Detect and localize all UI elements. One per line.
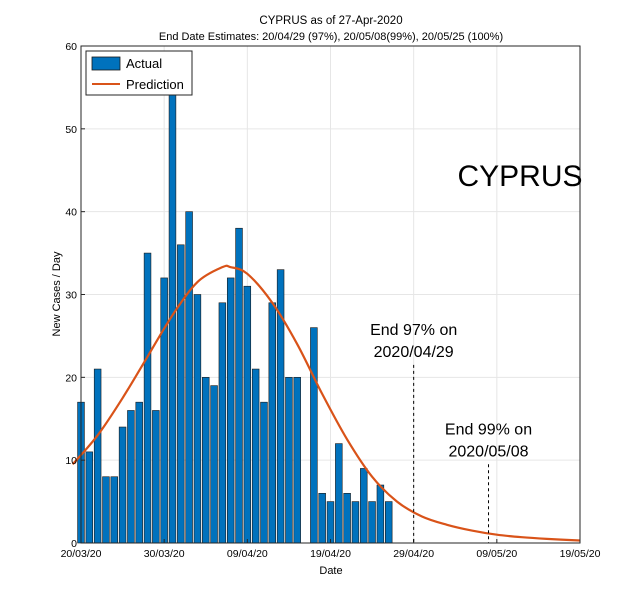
x-tick-label: 29/04/20 [393,548,434,560]
actual-bar [368,501,376,544]
x-axis-label: Date [319,565,342,577]
y-tick-label: 50 [65,124,77,136]
actual-bar [260,401,268,544]
legend-label-actual: Actual [126,56,162,71]
actual-bar [218,302,227,544]
actual-bar [326,501,335,544]
actual-bar [376,484,385,544]
actual-bars [77,87,393,544]
y-tick-label: 30 [65,290,77,302]
annotations: End 97% on 2020/04/29 End 99% on 2020/05/08 [370,322,532,543]
actual-bar [343,492,351,544]
actual-bar [118,426,127,544]
x-tick-label: 20/03/20 [61,548,102,560]
prediction-line [71,264,581,542]
actual-bar [251,368,260,544]
legend-label-prediction: Prediction [126,77,184,92]
prediction-series [71,264,581,542]
actual-bar [193,294,202,544]
annotation-text-line1: End 97% on [370,322,457,339]
actual-bar [226,277,235,544]
actual-bar [243,285,252,544]
y-tick-label: 60 [65,41,77,53]
x-tick-label: 30/03/20 [144,548,185,560]
x-tick-label: 09/04/20 [227,548,268,560]
x-tick-label: 19/05/20 [560,548,601,560]
actual-bar [235,227,243,544]
actual-bar [110,476,118,544]
actual-bar [293,377,301,544]
y-tick-label: 40 [65,207,77,219]
actual-bar [177,244,185,544]
actual-bar [102,476,110,544]
actual-bar [335,443,343,544]
actual-bar [93,368,102,544]
actual-bar [135,401,143,544]
legend-swatch-actual [91,56,121,71]
actual-bar [202,377,210,544]
actual-bar [310,327,318,544]
annotation-text-line1: End 99% on [445,421,532,438]
y-tick-label: 10 [65,455,77,467]
actual-bar [152,410,160,544]
y-tick-label: 0 [71,538,77,550]
y-axis-label: New Cases / Day [51,251,63,336]
axes: 0 10 20 30 40 50 60 20/03/20 30/03/20 09/04/20 19/… [61,41,601,560]
actual-bar [268,302,276,544]
legend: Actual Prediction [85,50,193,96]
actual-bar [85,451,94,544]
actual-bar [360,468,368,544]
actual-bar [351,501,360,544]
chart-title: CYPRUS as of 27-Apr-2020 [259,15,402,27]
actual-bar [127,410,135,544]
actual-bar [185,211,193,544]
actual-bar [143,252,152,544]
x-tick-label: 09/05/20 [476,548,517,560]
actual-bar [160,277,168,544]
annotation-text-line2: 2020/05/08 [448,443,528,460]
actual-bar [385,501,393,544]
annotation-text-line2: 2020/04/29 [374,344,454,361]
y-tick-label: 20 [65,372,77,384]
country-label: CYPRUS [457,160,582,193]
x-tick-label: 19/04/20 [310,548,351,560]
actual-bar [210,385,218,544]
chart-subtitle: End Date Estimates: 20/04/29 (97%), 20/0… [159,31,503,43]
actual-bar [285,377,293,544]
actual-bar [318,492,326,544]
